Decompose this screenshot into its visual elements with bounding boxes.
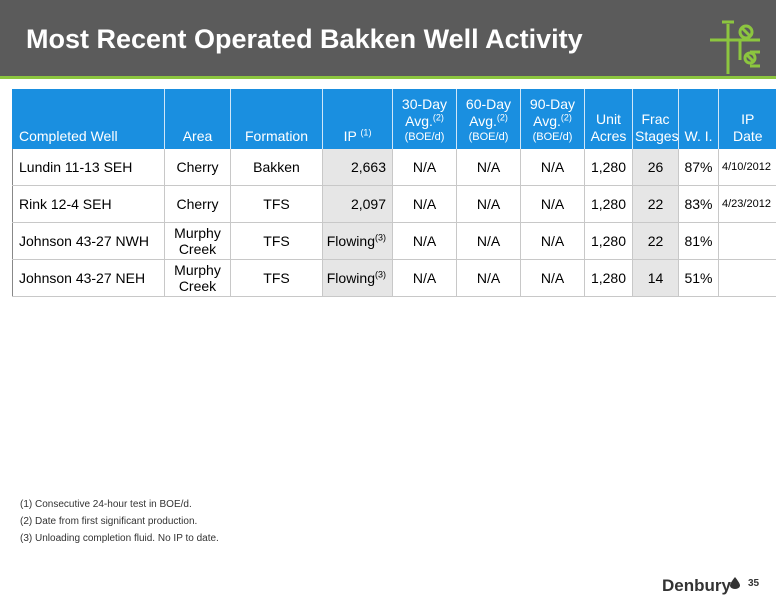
day30-cell: N/A: [392, 149, 457, 186]
column-header: 30-Day Avg.(2) (BOE/d): [392, 89, 457, 149]
oil-drop-icon: [730, 577, 740, 589]
page-title: Most Recent Operated Bakken Well Activit…: [26, 24, 583, 54]
wi-cell: 83%: [678, 185, 719, 223]
column-header: Completed Well: [12, 89, 165, 149]
well-activity-table: Completed Well Area Formation IP (1) 30-…: [12, 89, 776, 297]
column-header: Unit Acres: [584, 89, 633, 149]
acres-cell: 1,280: [584, 149, 633, 186]
area-cell: Cherry: [164, 149, 231, 186]
day90-cell: N/A: [520, 149, 585, 186]
wellhead-valve-icon: [710, 20, 760, 74]
column-header: W. I.: [678, 89, 719, 149]
table-row: Lundin 11-13 SEH Cherry Bakken 2,663 N/A…: [12, 149, 776, 186]
column-header: Formation: [230, 89, 323, 149]
stages-cell: 14: [632, 259, 679, 297]
wi-cell: 51%: [678, 259, 719, 297]
ip-cell: Flowing(3): [322, 222, 393, 260]
column-header: Area: [164, 89, 231, 149]
ip-date-cell: 4/23/2012: [718, 185, 776, 223]
slide-header: Most Recent Operated Bakken Well Activit…: [0, 0, 776, 76]
well-name-cell: Johnson 43-27 NWH: [12, 222, 165, 260]
day60-cell: N/A: [456, 149, 521, 186]
well-name-cell: Lundin 11-13 SEH: [12, 149, 165, 186]
day30-cell: N/A: [392, 222, 457, 260]
table-row: Rink 12-4 SEH Cherry TFS 2,097 N/A N/A N…: [12, 185, 776, 223]
day60-cell: N/A: [456, 259, 521, 297]
formation-cell: TFS: [230, 259, 323, 297]
acres-cell: 1,280: [584, 259, 633, 297]
column-header: Frac Stages: [632, 89, 679, 149]
wi-cell: 81%: [678, 222, 719, 260]
day60-cell: N/A: [456, 222, 521, 260]
formation-cell: TFS: [230, 185, 323, 223]
footnote: (2) Date from first significant producti…: [20, 516, 198, 527]
day30-cell: N/A: [392, 259, 457, 297]
ip-date-cell: [718, 259, 776, 297]
footnote: (3) Unloading completion fluid. No IP to…: [20, 533, 219, 544]
acres-cell: 1,280: [584, 222, 633, 260]
wi-cell: 87%: [678, 149, 719, 186]
table-row: Johnson 43-27 NEH Murphy Creek TFS Flowi…: [12, 259, 776, 297]
ip-cell: 2,663: [322, 149, 393, 186]
acres-cell: 1,280: [584, 185, 633, 223]
area-cell: Cherry: [164, 185, 231, 223]
column-header: 60-Day Avg.(2) (BOE/d): [456, 89, 521, 149]
ip-cell: Flowing(3): [322, 259, 393, 297]
page-number: 35: [748, 578, 760, 589]
day90-cell: N/A: [520, 222, 585, 260]
well-name-cell: Rink 12-4 SEH: [12, 185, 165, 223]
column-header: 90-Day Avg.(2) (BOE/d): [520, 89, 585, 149]
table-header-row: Completed Well Area Formation IP (1) 30-…: [12, 89, 776, 149]
brand-logo-text: Denbury: [662, 576, 731, 595]
day60-cell: N/A: [456, 185, 521, 223]
table-row: Johnson 43-27 NWH Murphy Creek TFS Flowi…: [12, 222, 776, 260]
ip-date-cell: 4/10/2012: [718, 149, 776, 186]
column-header: IP Date: [718, 89, 776, 149]
area-cell: Murphy Creek: [164, 259, 231, 297]
footnote: (1) Consecutive 24-hour test in BOE/d.: [20, 499, 192, 510]
stages-cell: 22: [632, 185, 679, 223]
stages-cell: 26: [632, 149, 679, 186]
day90-cell: N/A: [520, 259, 585, 297]
formation-cell: TFS: [230, 222, 323, 260]
ip-cell: 2,097: [322, 185, 393, 223]
formation-cell: Bakken: [230, 149, 323, 186]
day90-cell: N/A: [520, 185, 585, 223]
ip-date-cell: [718, 222, 776, 260]
day30-cell: N/A: [392, 185, 457, 223]
area-cell: Murphy Creek: [164, 222, 231, 260]
well-name-cell: Johnson 43-27 NEH: [12, 259, 165, 297]
stages-cell: 22: [632, 222, 679, 260]
column-header: IP (1): [322, 89, 393, 149]
header-accent-stripe: [0, 76, 776, 79]
footnotes: (1) Consecutive 24-hour test in BOE/d. (…: [20, 496, 219, 547]
